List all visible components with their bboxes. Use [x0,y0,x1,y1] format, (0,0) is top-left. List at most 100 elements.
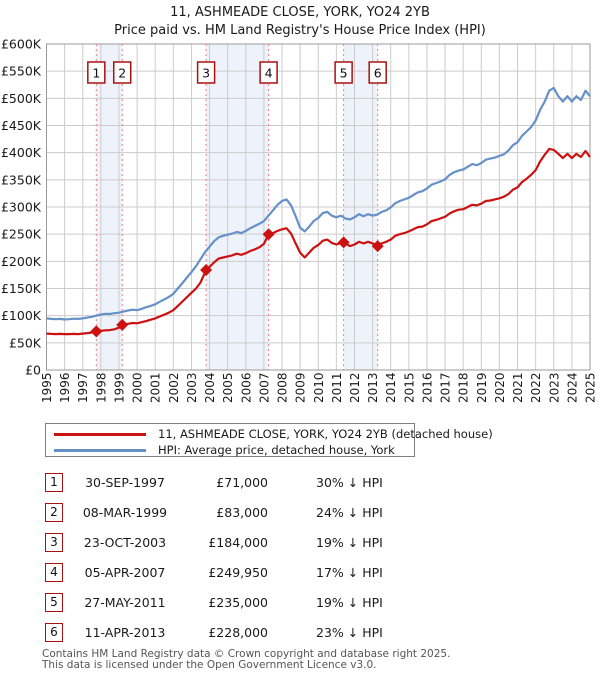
x-tick-label: 2022 [529,372,543,403]
y-tick-label: £350K [1,172,42,187]
x-tick-label: 2023 [547,372,561,403]
sale-marker-5 [337,236,350,249]
x-tick-label: 2007 [257,372,271,403]
chart-legend: 11, ASHMEADE CLOSE, YORK, YO24 2YB (deta… [45,423,493,458]
x-tick-label: 2016 [420,372,434,403]
y-tick-label: £600K [1,37,42,52]
sale-number-label: 1 [92,66,100,81]
x-tick-label: 1997 [76,372,90,403]
sale-price: £83,000 [216,505,268,520]
x-tick-label: 2019 [475,372,489,403]
x-tick-label: 2009 [294,372,308,403]
x-tick-label: 2010 [312,372,326,403]
x-tick-label: 2002 [167,372,181,403]
footer-line-1: Contains HM Land Registry data © Crown c… [42,648,451,660]
table-row: 3 23-OCT-2003 £184,000 19% ↓ HPI [0,531,600,561]
y-tick-label: £150K [1,281,42,296]
sale-marker-4 [262,228,275,241]
x-tick-label: 2012 [348,372,362,403]
price-chart: 1 2 3 4 5 6 £0 £50K £100K £150K £200K £250K £300K £35… [1,37,598,404]
sale-number-badge: 3 [45,533,63,552]
y-tick-label: £100K [1,308,42,323]
x-tick-label: 2006 [239,372,253,403]
y-tick-label: £0 [25,363,41,378]
y-tick-label: £500K [1,91,42,106]
sale-number-badge: 6 [45,623,63,642]
x-tick-label: 2014 [384,372,398,403]
x-tick-label: 2001 [149,372,163,403]
legend-label-price-paid: 11, ASHMEADE CLOSE, YORK, YO24 2YB (deta… [158,427,493,441]
legend-item-hpi: HPI: Average price, detached house, York [54,442,414,458]
sale-number-label: 2 [118,66,126,81]
sale-marker-2 [116,318,129,331]
sale-number-box-1 [87,61,106,84]
x-tick-label: 1999 [112,372,126,403]
sale-date: 30-SEP-1997 [85,475,165,490]
sale-number-label: 3 [202,66,210,81]
sale-marker-1 [90,325,103,338]
legend-label-hpi: HPI: Average price, detached house, York [158,443,395,457]
table-row: 5 27-MAY-2011 £235,000 19% ↓ HPI [0,591,600,621]
x-tick-label: 2011 [330,372,344,403]
sales-table: 1 30-SEP-1997 £71,000 30% ↓ HPI 2 08-MAR… [0,471,600,651]
chart-title: 11, ASHMEADE CLOSE, YORK, YO24 2YB [170,5,430,20]
sale-price: £235,000 [208,595,268,610]
gridlines [46,43,591,371]
sale-date: 08-MAR-1999 [82,505,168,520]
x-tick-label: 2003 [185,372,199,403]
chart-subtitle: Price paid vs. HM Land Registry's House … [114,23,486,38]
sale-hpi-diff: 19% ↓ HPI [316,595,383,610]
x-tick-label: 2020 [493,372,507,403]
sale-number-label: 6 [374,66,382,81]
x-tick-label: 2013 [366,372,380,403]
x-tick-label: 2005 [221,372,235,403]
sale-hpi-diff: 30% ↓ HPI [316,475,383,490]
sale-date: 05-APR-2007 [84,565,166,580]
x-tick-label: 2004 [203,372,217,403]
sale-number-badge: 4 [45,563,63,582]
x-tick-label: 1998 [94,372,108,403]
sale-number-box-4 [259,61,278,84]
sale-number-badge: 1 [45,473,63,492]
sale-date: 11-APR-2013 [84,625,166,640]
sale-number-badge: 2 [45,503,63,522]
sale-number-box-2 [112,61,132,84]
y-tick-label: £250K [1,227,42,242]
footer-line-2: This data is licensed under the Open Gov… [42,659,377,671]
legend-item-price-paid: 11, ASHMEADE CLOSE, YORK, YO24 2YB (deta… [54,426,493,442]
sale-hpi-diff: 24% ↓ HPI [316,505,383,520]
price-paid-line [46,147,591,336]
plot-border [46,43,591,371]
sale-price: £184,000 [208,535,268,550]
sale-hpi-diff: 23% ↓ HPI [316,625,383,640]
sale-date: 23-OCT-2003 [83,535,167,550]
x-tick-label: 1996 [58,372,72,403]
table-row: 6 11-APR-2013 £228,000 23% ↓ HPI [0,621,600,651]
sale-number-box-6 [368,61,387,84]
y-tick-label: £400K [1,145,42,160]
x-tick-label: 2017 [439,372,453,403]
sale-number-badge: 5 [45,593,63,612]
sale-price: £228,000 [208,625,268,640]
y-tick-label: £200K [1,254,42,269]
table-row: 1 30-SEP-1997 £71,000 30% ↓ HPI [0,471,600,501]
y-tick-label: £550K [1,64,42,79]
x-tick-label: 2008 [276,372,290,403]
sale-number-label: 4 [265,66,273,81]
sale-number-box-5 [334,61,353,84]
x-tick-label: 2024 [565,372,579,403]
table-row: 2 08-MAR-1999 £83,000 24% ↓ HPI [0,501,600,531]
x-tick-label: 2018 [457,372,471,403]
x-tick-label: 1995 [40,372,54,403]
price-paid-line-swatch [54,432,146,436]
license-footer: Contains HM Land Registry data © Crown c… [42,649,450,671]
sale-date: 27-MAY-2011 [84,595,166,610]
x-tick-label: 2015 [402,372,416,403]
x-tick-label: 2021 [511,372,525,403]
sale-price: £71,000 [216,475,268,490]
y-tick-label: £50K [9,335,42,350]
sale-hpi-diff: 19% ↓ HPI [316,535,383,550]
sale-price: £249,950 [208,565,268,580]
x-tick-label: 2025 [584,372,598,403]
y-tick-label: £300K [1,200,42,215]
